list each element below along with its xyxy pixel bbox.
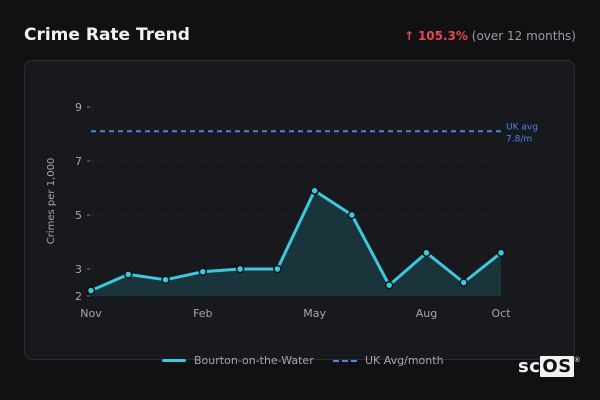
data-point (124, 270, 133, 279)
data-points (86, 186, 506, 295)
series-area-fill (91, 190, 501, 296)
data-point (235, 264, 245, 274)
reference-line-group: UK avg 7.8/m (91, 122, 538, 144)
x-tick-label: Aug (416, 307, 437, 320)
legend-swatch-avg (333, 359, 357, 362)
change-period: (over 12 months) (471, 29, 576, 43)
trend-up-icon: ↑ (404, 29, 415, 43)
data-point (310, 186, 319, 195)
brand-logo: sc OS ® (518, 356, 581, 377)
reference-label-line1: UK avg (506, 122, 538, 132)
x-tick-label: Oct (491, 307, 511, 320)
reference-label-line2: 7.8/m (506, 134, 532, 144)
axes: 2 3 5 7 9 Crimes per 1,000 Nov Feb May Aug Oct (46, 101, 511, 320)
y-tick-label: 3 (75, 263, 82, 276)
data-point (384, 280, 394, 290)
data-point (161, 275, 170, 285)
data-point (422, 248, 431, 258)
legend: Bourton-on-the-Water UK Avg/month (0, 354, 600, 370)
x-tick-label: May (303, 307, 326, 320)
area-fill-group (91, 190, 501, 296)
brand-text-box: OS (540, 356, 574, 377)
legend-label-avg: UK Avg/month (365, 354, 444, 367)
x-tick-label: Nov (80, 307, 102, 320)
legend-label-series: Bourton-on-the-Water (194, 354, 314, 367)
data-point (86, 286, 96, 295)
legend-item-series: Bourton-on-the-Water (162, 354, 314, 367)
change-percent: 105.3% (417, 29, 468, 43)
series-line (89, 189, 503, 293)
chart-card (24, 60, 575, 360)
change-indicator: ↑ 105.3% (over 12 months) (404, 29, 576, 43)
legend-swatch-series (162, 359, 186, 362)
brand-registered-mark: ® (573, 356, 582, 364)
data-point (273, 264, 282, 274)
y-tick-label: 2 (75, 290, 82, 303)
chart-title: Crime Rate Trend (24, 25, 190, 45)
y-tick-label: 7 (75, 155, 82, 168)
y-tick-label: 9 (75, 101, 82, 114)
series-line-group (89, 189, 503, 293)
data-point (459, 278, 468, 287)
data-point (496, 248, 506, 258)
brand-text: sc (518, 356, 541, 377)
y-axis-label: Crimes per 1,000 (46, 158, 57, 245)
data-point (347, 210, 357, 220)
y-tick-label: 5 (75, 209, 82, 222)
legend-item-avg: UK Avg/month (333, 354, 444, 367)
x-tick-label: Feb (193, 307, 212, 320)
data-point (198, 267, 208, 276)
